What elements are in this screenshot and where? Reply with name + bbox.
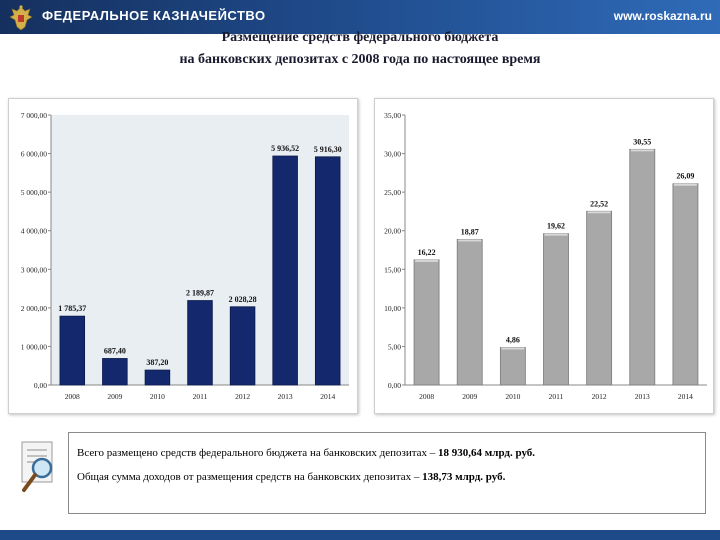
page-title-line1: Размещение средств федерального бюджета — [221, 30, 499, 45]
data-label: 18,87 — [461, 227, 479, 236]
deposit-income-chart-svg: 0,00 5,00 10,00 15,00 20,00 25,00 30,00 35,00 16… — [384, 111, 707, 401]
x-tick-label: 2008 — [65, 392, 80, 401]
data-label: 2 028,28 — [229, 295, 257, 304]
data-label: 16,22 — [418, 248, 436, 257]
bar-highlight — [458, 239, 482, 242]
bar-highlight — [630, 149, 654, 152]
x-tick-label: 2011 — [549, 392, 564, 401]
x-tick-label: 2008 — [419, 392, 434, 401]
bar-2013 — [629, 148, 656, 386]
bar-2011 — [187, 300, 213, 386]
header-bar: ФЕДЕРАЛЬНОЕ КАЗНАЧЕЙСТВО www.roskazna.ru — [0, 0, 720, 34]
data-label: 2 189,87 — [186, 289, 214, 298]
data-label: 26,09 — [676, 172, 694, 181]
y-tick-label: 20,00 — [384, 227, 401, 236]
y-tick-label: 5,00 — [388, 342, 401, 351]
bar-2008 — [59, 315, 86, 386]
data-label: 1 785,37 — [58, 304, 86, 313]
bar-2013 — [272, 155, 298, 386]
summary-income-value: 138,73 млрд. руб. — [422, 471, 506, 483]
data-label: 4,86 — [506, 336, 520, 345]
bar-highlight — [544, 233, 568, 236]
deposits-volume-chart-svg: 0,00 1 000,00 2 000,00 3 000,00 4 000,00 5 00… — [21, 111, 349, 401]
data-label: 5 916,30 — [314, 145, 342, 154]
agency-name: ФЕДЕРАЛЬНОЕ КАЗНАЧЕЙСТВО — [42, 8, 266, 23]
bar-2010 — [499, 347, 526, 386]
bar-highlight — [587, 211, 611, 214]
deposit-income-chart: 0,00 5,00 10,00 15,00 20,00 25,00 30,00 35,00 16… — [374, 98, 714, 414]
summary-income-label: Общая сумма доходов от размещения средст… — [77, 471, 423, 483]
x-tick-label: 2012 — [235, 392, 250, 401]
data-label: 22,52 — [590, 199, 608, 208]
bar-2009 — [456, 239, 483, 386]
bar-2014 — [672, 183, 699, 386]
summary-total-deposits: Всего размещено средств федерального бюд… — [77, 447, 535, 459]
data-label: 387,20 — [146, 358, 168, 367]
bar-highlight — [501, 347, 525, 350]
y-tick-label: 1 000,00 — [21, 342, 48, 351]
y-tick-label: 6 000,00 — [21, 150, 48, 159]
page-title-line2: на банковских депозитах с 2008 года по н… — [179, 52, 541, 67]
x-tick-label: 2013 — [635, 392, 650, 401]
bar-2012 — [586, 210, 613, 386]
bar-highlight — [415, 259, 439, 262]
bar-highlight — [673, 183, 697, 186]
y-tick-label: 0,00 — [34, 381, 47, 390]
x-tick-label: 2009 — [462, 392, 477, 401]
site-link[interactable]: www.roskazna.ru — [613, 9, 712, 23]
summary-total-value: 18 930,64 млрд. руб. — [438, 447, 536, 459]
bar-2009 — [102, 358, 128, 386]
x-tick-label: 2014 — [320, 392, 335, 401]
bar-2012 — [229, 306, 256, 386]
y-tick-label: 0,00 — [388, 381, 401, 390]
summary-box: Всего размещено средств федерального бюд… — [68, 432, 706, 514]
y-tick-label: 3 000,00 — [21, 265, 48, 274]
footer-bar — [0, 530, 720, 540]
bar-2011 — [543, 233, 569, 386]
x-tick-label: 2009 — [107, 392, 122, 401]
bar-2010 — [144, 369, 171, 386]
y-tick-label: 10,00 — [384, 304, 401, 313]
x-tick-label: 2013 — [278, 392, 293, 401]
summary-total-income: Общая сумма доходов от размещения средст… — [77, 471, 505, 483]
x-tick-label: 2010 — [150, 392, 165, 401]
data-label: 30,55 — [633, 137, 651, 146]
y-tick-label: 25,00 — [384, 188, 401, 197]
y-tick-label: 2 000,00 — [21, 304, 48, 313]
bar-2014 — [314, 156, 341, 386]
x-tick-label: 2011 — [193, 392, 208, 401]
deposits-volume-chart: 0,00 1 000,00 2 000,00 3 000,00 4 000,00 5 00… — [8, 98, 358, 414]
data-label: 687,40 — [104, 346, 126, 355]
y-tick-label: 5 000,00 — [21, 188, 48, 197]
y-tick-label: 7 000,00 — [21, 111, 48, 120]
x-tick-label: 2010 — [505, 392, 520, 401]
bar-2008 — [413, 259, 440, 386]
y-tick-label: 35,00 — [384, 111, 401, 120]
x-tick-label: 2012 — [592, 392, 607, 401]
y-tick-label: 30,00 — [384, 150, 401, 159]
document-magnifier-icon — [21, 441, 53, 492]
y-tick-label: 4 000,00 — [21, 227, 48, 236]
y-tick-label: 15,00 — [384, 265, 401, 274]
x-tick-label: 2014 — [678, 392, 693, 401]
emblem-icon — [9, 5, 33, 31]
data-label: 5 936,52 — [271, 144, 299, 153]
summary-total-label: Всего размещено средств федерального бюд… — [77, 447, 439, 459]
data-label: 19,62 — [547, 222, 565, 231]
